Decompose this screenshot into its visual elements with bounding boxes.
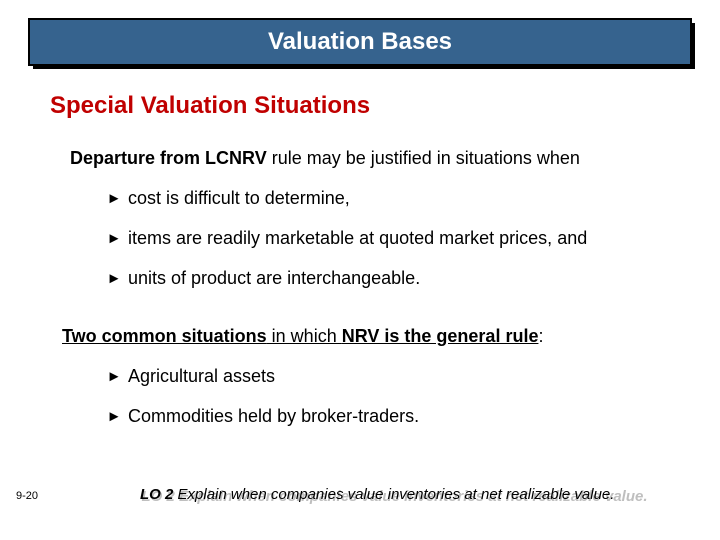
subtitle: Special Valuation Situations: [50, 92, 370, 120]
bullet-icon: ►: [100, 270, 128, 287]
section2-run: in which: [267, 326, 342, 346]
lo-number: LO 2: [140, 486, 173, 503]
bullet2-text: Agricultural assets: [128, 366, 275, 387]
section2-run: Two common situations: [62, 326, 267, 346]
section2-sentence: Two common situations in which NRV is th…: [62, 326, 543, 347]
bullet2-text: Commodities held by broker-traders.: [128, 406, 419, 427]
lead-sentence: Departure from LCNRV rule may be justifi…: [70, 148, 580, 169]
bullet1-text: units of product are interchangeable.: [128, 268, 420, 289]
learning-objective: LO 2 Explain when companies value invent…: [140, 486, 614, 503]
bullet1-row: ►items are readily marketable at quoted …: [100, 228, 587, 249]
bullet-icon: ►: [100, 368, 128, 385]
bullet1-text: cost is difficult to determine,: [128, 188, 350, 209]
bullet-icon: ►: [100, 230, 128, 247]
bullet1-text: items are readily marketable at quoted m…: [128, 228, 587, 249]
bullet-icon: ►: [100, 190, 128, 207]
bullet1-row: ►cost is difficult to determine,: [100, 188, 350, 209]
bullet-icon: ►: [100, 408, 128, 425]
bullet2-row: ►Agricultural assets: [100, 366, 275, 387]
lead-rest: rule may be justified in situations when: [267, 148, 580, 168]
page-number: 9-20: [16, 490, 38, 502]
section2-run: :: [538, 326, 543, 346]
title-banner: Valuation Bases: [28, 18, 692, 66]
bullet2-row: ►Commodities held by broker-traders.: [100, 406, 419, 427]
bullet1-row: ►units of product are interchangeable.: [100, 268, 420, 289]
lead-bold: Departure from LCNRV: [70, 148, 267, 168]
lo-text: Explain when companies value inventories…: [173, 486, 614, 503]
section2-run: NRV is the general rule: [342, 326, 539, 346]
title-text: Valuation Bases: [268, 28, 452, 56]
